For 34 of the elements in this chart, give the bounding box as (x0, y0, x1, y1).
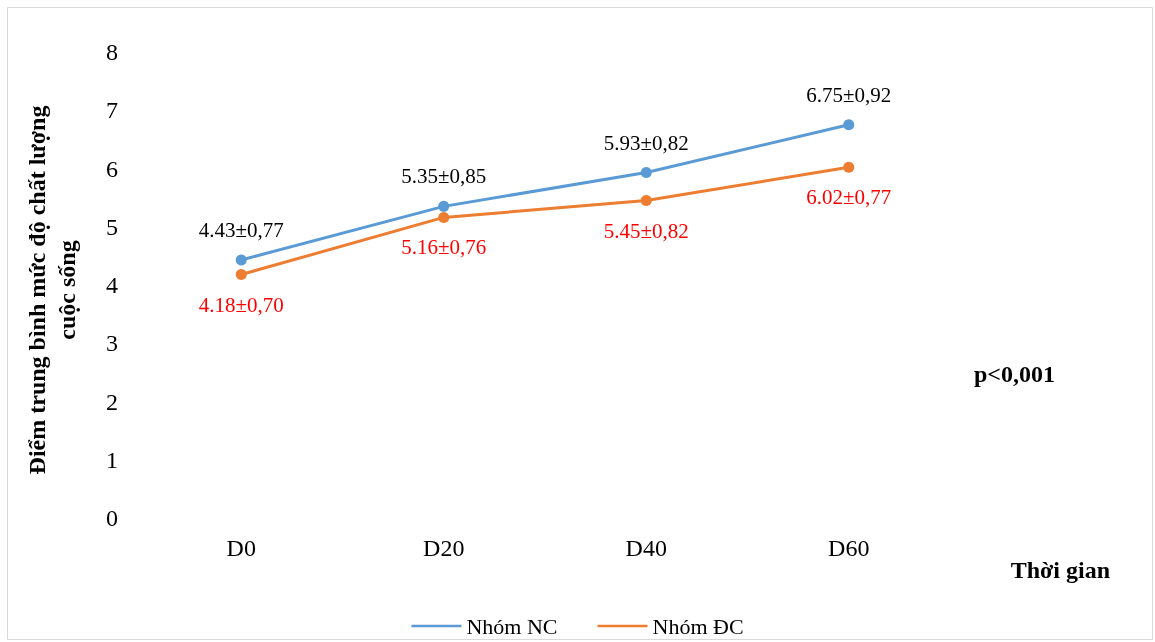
data-label: 4.18±0,70 (198, 292, 284, 317)
y-tick-label: 7 (106, 97, 118, 124)
y-tick-label: 5 (106, 213, 118, 240)
data-label: 6.75±0,92 (806, 82, 892, 107)
point (438, 211, 450, 223)
y-tick-label: 4 (106, 272, 118, 298)
x-tick-label: D0 (226, 535, 256, 561)
y-tick-label: 8 (106, 39, 118, 65)
x-tick-label: D60 (828, 535, 870, 561)
point (843, 161, 855, 173)
y-tick-label: 1 (106, 446, 118, 473)
point (640, 167, 652, 179)
data-label: 5.16±0,76 (401, 235, 487, 260)
text: p<0,001 (973, 361, 1056, 387)
x-tick-label: D20 (423, 535, 465, 561)
point (235, 269, 247, 281)
x-axis-title: Thời gian (1010, 557, 1110, 583)
data-label: 4.43±0,77 (198, 217, 284, 242)
legend-label: Nhóm NC (466, 613, 558, 639)
y-tick-label: 6 (106, 155, 118, 182)
y-tick-label: 3 (106, 330, 118, 357)
point (438, 200, 450, 212)
y-tick-label: 0 (106, 505, 118, 531)
legend-label: Nhóm ĐC (652, 613, 744, 639)
data-label: 5.35±0,85 (401, 164, 487, 189)
x-tick-label: D40 (625, 535, 667, 561)
point (235, 254, 247, 266)
point (843, 119, 855, 131)
y-axis-title: Điểm trung bình mức độ chất lượng cuộc sống (24, 105, 80, 475)
data-label: 5.45±0,82 (603, 218, 689, 243)
point (640, 195, 652, 207)
data-label: 6.02±0,77 (806, 185, 892, 210)
y-tick-label: 2 (106, 388, 118, 415)
data-label: 5.93±0,82 (603, 130, 689, 155)
